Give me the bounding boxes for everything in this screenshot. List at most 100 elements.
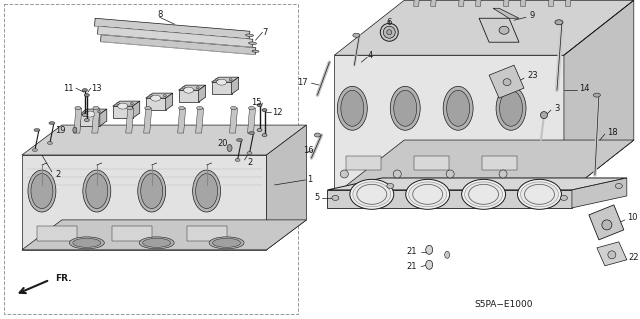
Polygon shape <box>198 85 205 102</box>
Text: 22: 22 <box>629 253 639 262</box>
Polygon shape <box>334 140 634 195</box>
Polygon shape <box>248 108 255 133</box>
Text: 16: 16 <box>303 145 314 154</box>
Ellipse shape <box>138 170 166 212</box>
Ellipse shape <box>340 170 348 178</box>
Ellipse shape <box>182 87 185 89</box>
Ellipse shape <box>83 89 87 92</box>
Ellipse shape <box>390 86 420 130</box>
Ellipse shape <box>461 179 506 209</box>
Ellipse shape <box>97 111 100 113</box>
Polygon shape <box>146 93 173 98</box>
Polygon shape <box>100 35 256 55</box>
Text: 14: 14 <box>579 84 589 93</box>
Text: 23: 23 <box>527 70 538 80</box>
Ellipse shape <box>257 104 262 107</box>
Text: 6: 6 <box>387 18 392 27</box>
Ellipse shape <box>593 93 600 97</box>
Ellipse shape <box>443 86 473 130</box>
Ellipse shape <box>237 138 243 142</box>
Ellipse shape <box>31 174 53 209</box>
Text: 3: 3 <box>554 104 559 113</box>
Ellipse shape <box>209 237 244 249</box>
Bar <box>414 156 449 170</box>
Polygon shape <box>479 18 519 42</box>
Text: 4: 4 <box>367 51 372 60</box>
Bar <box>482 156 517 170</box>
Ellipse shape <box>426 245 433 254</box>
Text: 8: 8 <box>157 10 163 19</box>
Ellipse shape <box>73 238 101 247</box>
Ellipse shape <box>602 220 612 230</box>
Ellipse shape <box>86 174 108 209</box>
Ellipse shape <box>69 237 104 249</box>
Text: 2: 2 <box>55 170 60 180</box>
Ellipse shape <box>196 174 218 209</box>
Ellipse shape <box>608 251 616 259</box>
Polygon shape <box>74 108 82 133</box>
Ellipse shape <box>353 33 360 37</box>
Ellipse shape <box>499 170 507 178</box>
Ellipse shape <box>83 170 111 212</box>
Polygon shape <box>476 0 482 6</box>
Ellipse shape <box>73 127 77 133</box>
Ellipse shape <box>248 42 257 44</box>
Ellipse shape <box>500 90 522 126</box>
Polygon shape <box>179 90 198 102</box>
Ellipse shape <box>426 260 433 269</box>
Ellipse shape <box>383 26 396 38</box>
Polygon shape <box>493 8 519 18</box>
Ellipse shape <box>28 170 56 212</box>
Ellipse shape <box>215 79 218 81</box>
Polygon shape <box>95 18 250 39</box>
Ellipse shape <box>75 106 81 110</box>
Polygon shape <box>132 101 140 118</box>
Ellipse shape <box>353 182 391 207</box>
Polygon shape <box>230 108 237 133</box>
Ellipse shape <box>216 79 227 85</box>
Polygon shape <box>92 108 100 133</box>
Polygon shape <box>232 77 239 94</box>
Text: 15: 15 <box>252 98 262 107</box>
Ellipse shape <box>127 106 132 110</box>
Polygon shape <box>97 26 253 47</box>
Ellipse shape <box>394 90 417 126</box>
Ellipse shape <box>131 103 133 105</box>
Ellipse shape <box>262 134 267 137</box>
Polygon shape <box>100 109 107 126</box>
Ellipse shape <box>520 182 559 207</box>
Ellipse shape <box>503 79 511 85</box>
Ellipse shape <box>196 87 199 89</box>
Ellipse shape <box>150 95 161 101</box>
Bar <box>187 226 227 241</box>
Ellipse shape <box>314 133 321 137</box>
Ellipse shape <box>447 90 470 126</box>
Polygon shape <box>565 0 572 6</box>
Ellipse shape <box>541 112 547 119</box>
Ellipse shape <box>116 103 120 105</box>
Ellipse shape <box>141 174 163 209</box>
Ellipse shape <box>34 129 40 131</box>
Ellipse shape <box>465 182 502 207</box>
Ellipse shape <box>84 119 90 122</box>
Ellipse shape <box>409 182 447 207</box>
Ellipse shape <box>85 111 95 117</box>
Ellipse shape <box>246 34 253 36</box>
Ellipse shape <box>252 50 259 52</box>
Polygon shape <box>572 178 627 208</box>
Ellipse shape <box>387 30 392 35</box>
Ellipse shape <box>83 111 86 113</box>
Polygon shape <box>459 0 465 6</box>
Ellipse shape <box>496 86 526 130</box>
Polygon shape <box>334 55 564 195</box>
Polygon shape <box>504 0 510 6</box>
Ellipse shape <box>184 87 194 93</box>
Ellipse shape <box>83 114 87 116</box>
Ellipse shape <box>143 238 171 247</box>
Ellipse shape <box>337 86 367 130</box>
Polygon shape <box>179 85 205 90</box>
Ellipse shape <box>499 26 509 34</box>
Ellipse shape <box>406 179 450 209</box>
Ellipse shape <box>118 103 128 109</box>
Polygon shape <box>178 108 186 133</box>
